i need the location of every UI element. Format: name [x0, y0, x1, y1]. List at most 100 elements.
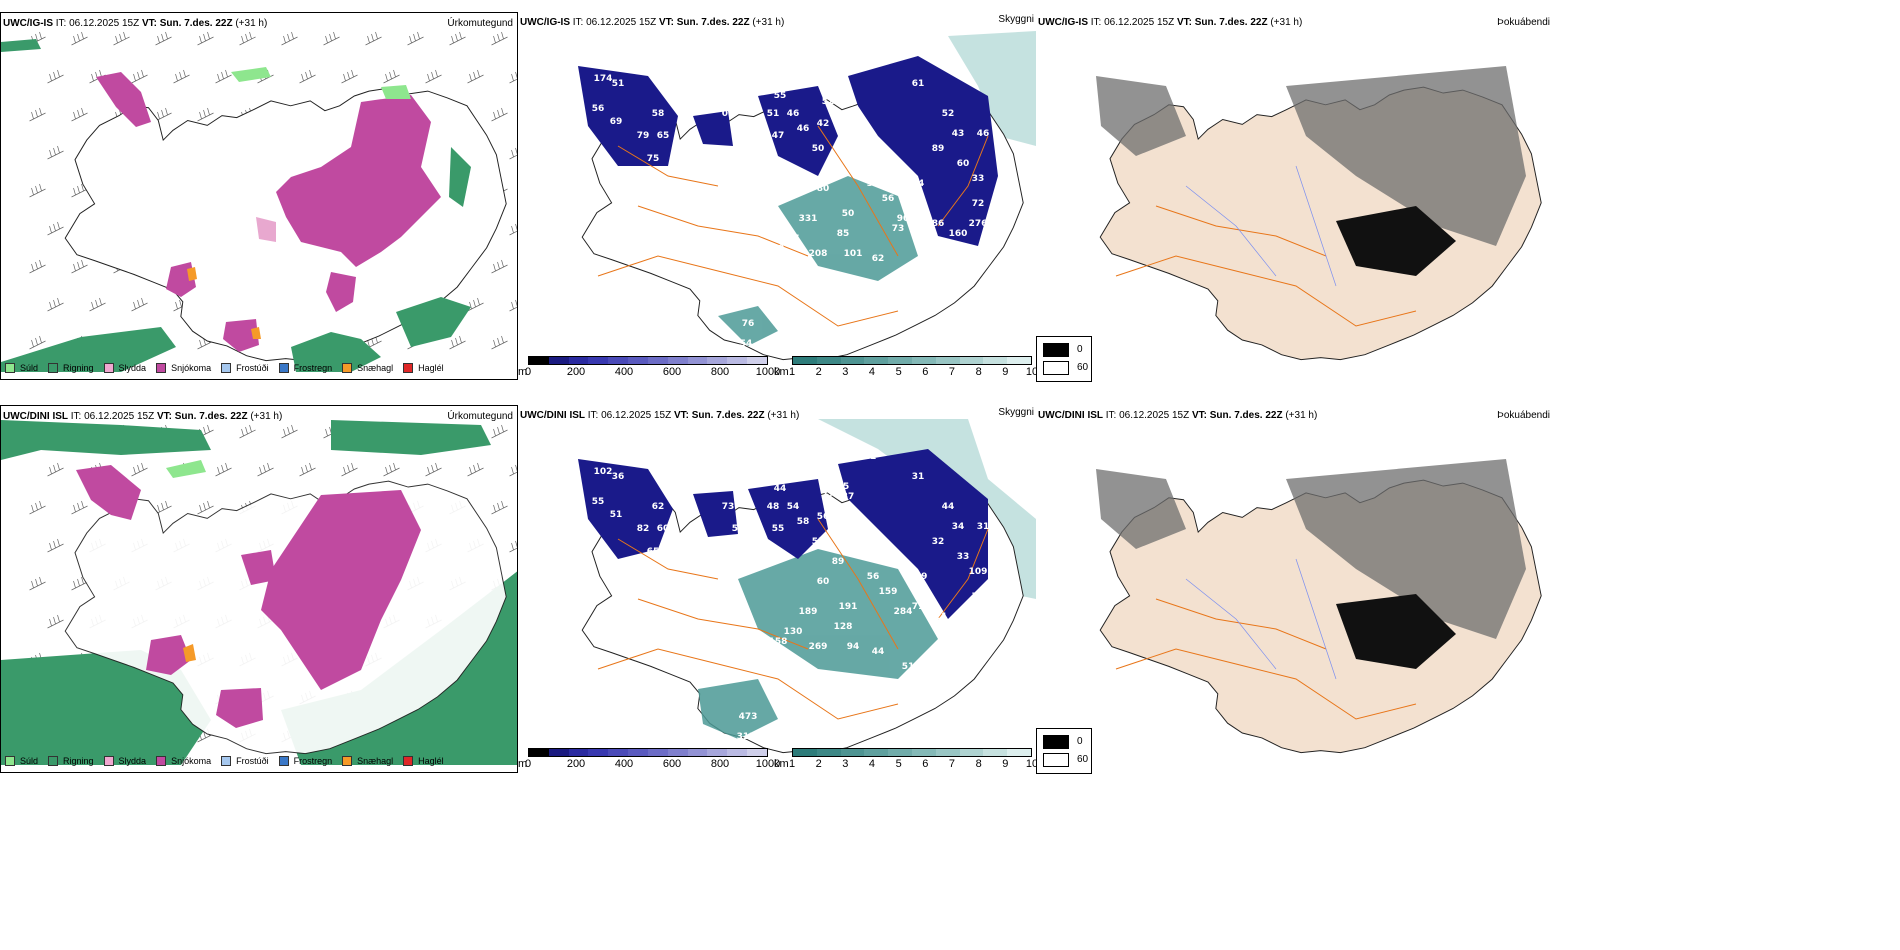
colorbar-segment [628, 357, 648, 364]
wind-barb [47, 69, 64, 84]
visibility-value: 79 [637, 131, 650, 141]
legend-item: Haglél [403, 363, 444, 373]
visibility-value: 158 [769, 637, 788, 647]
legend-swatch [342, 756, 353, 766]
legend-item: Snæhagl [342, 363, 393, 373]
visibility-value: 75 [647, 154, 660, 164]
colorbar-tick: 6 [922, 366, 929, 378]
legend-swatch [278, 363, 289, 373]
colorbar-segment [667, 749, 688, 756]
colorbar-segment [727, 357, 748, 364]
rain-areas [1, 39, 471, 372]
colorbar-segment [747, 357, 767, 364]
wind-barb [29, 335, 46, 350]
legend-item: Rigning [48, 363, 94, 373]
visibility-value: 102 [594, 467, 613, 477]
visibility-value: 76 [742, 319, 755, 329]
visibility-value: 80 [787, 269, 800, 279]
legend-label: Slydda [118, 756, 147, 766]
wind-barb [47, 297, 64, 312]
drizzle-areas [166, 460, 206, 478]
panel-name: Skyggni [998, 407, 1034, 418]
visibility-value: 08 [722, 109, 735, 119]
wind-barb [29, 576, 46, 591]
visibility-value: 80 [817, 184, 830, 194]
colorbar-segment [588, 357, 609, 364]
visibility-value: 65 [657, 131, 670, 141]
visibility-value: 174 [929, 657, 948, 667]
panel-name: Þokuábendi [1497, 410, 1550, 421]
legend-item: Frostúði [221, 363, 269, 373]
visibility-value: 73 [972, 592, 985, 602]
colorbar-segment [687, 357, 708, 364]
legend-item: Snjókoma [156, 363, 211, 373]
visibility-value: 62 [652, 502, 665, 512]
wind-barb [173, 297, 190, 312]
visibility-value: 174 [594, 74, 613, 84]
fog-legend-top: 0 60 [1036, 336, 1092, 382]
visibility-value: 36 [612, 472, 625, 482]
panel-title: UWC/DINI ISL IT: 06.12.2025 15Z VT: Sun.… [3, 411, 283, 422]
colorbar-segment [983, 749, 1008, 756]
visibility-value: 46 [797, 124, 810, 134]
visibility-value: 39 [867, 179, 880, 189]
legend-label: Haglél [418, 363, 444, 373]
visibility-value: 58 [652, 109, 665, 119]
wind-barb [197, 500, 214, 515]
legend-label: Frostregn [293, 363, 333, 373]
visibility-value: 33 [972, 174, 985, 184]
wind-barb [509, 299, 517, 312]
colorbar-segment [1007, 749, 1031, 756]
wind-barb [71, 259, 88, 274]
visibility-value: 70 [567, 204, 580, 214]
panel-title: UWC/IG-IS IT: 06.12.2025 15Z VT: Sun. 7.… [1038, 17, 1303, 28]
visibility-value: 64 [632, 562, 645, 572]
wind-barb [239, 31, 256, 46]
colorbar-segment [911, 357, 936, 364]
legend-label: Súld [20, 363, 39, 373]
km-scale-bottom: 1 2 3 4 5 6 7 8 9 10 km [774, 748, 1039, 778]
colorbar-segment [707, 749, 728, 756]
visibility-value: 191 [839, 602, 858, 612]
visibility-value: 51 [612, 79, 625, 89]
visibility-value: 135 [929, 264, 948, 274]
panel-name: Skyggni [998, 14, 1034, 25]
wind-barb [197, 728, 214, 743]
visibility-value: 31 [977, 522, 990, 532]
meters-scale-bottom: 0 200 400 600 800 1000 m [518, 748, 780, 778]
legend-label: Haglél [418, 756, 444, 766]
wind-barb [491, 31, 508, 46]
colorbar-tick: 9 [1002, 366, 1009, 378]
wind-barb [341, 462, 358, 477]
legend-label: Snæhagl [357, 363, 394, 373]
visibility-value: 160 [949, 229, 968, 239]
colorbar-segment [707, 357, 728, 364]
visibility-value: 130 [784, 627, 803, 637]
colorbar-tick: 4 [868, 366, 876, 378]
colorbar-tick: 1000 [755, 758, 781, 770]
colorbar-tick: 3 [842, 758, 849, 770]
legend-label: Rigning [63, 756, 94, 766]
visibility-value: 90 [897, 214, 910, 224]
wind-barb [197, 31, 214, 46]
colorbar-tick: 2 [815, 366, 822, 378]
visibility-value: 55 [812, 537, 825, 547]
panel-name: Þokuábendi [1497, 17, 1550, 28]
visibility-value: 77 [787, 234, 800, 244]
colorbar-tick: 10 [1025, 758, 1039, 770]
visibility-value: 69 [610, 117, 623, 127]
visibility-value: 39 [767, 337, 780, 347]
legend-item: Frostregn [278, 756, 332, 766]
colorbar-segment [840, 749, 865, 756]
wind-barb [341, 69, 358, 84]
colorbar-tick: 7 [948, 758, 956, 770]
visibility-value: 89 [832, 557, 845, 567]
visibility-value: 47 [567, 597, 580, 607]
wind-barb [47, 145, 64, 160]
visibility-value: 54 [740, 339, 753, 349]
colorbar-segment [864, 749, 889, 756]
wind-barb [29, 107, 46, 122]
visibility-value: 47 [772, 131, 785, 141]
wind-barb [197, 107, 214, 122]
legend-swatch [103, 756, 114, 766]
